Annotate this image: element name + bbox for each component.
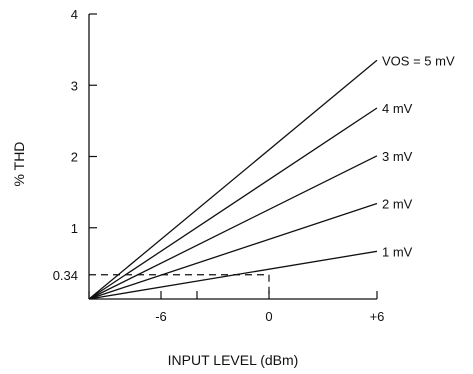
series-line bbox=[88, 155, 378, 300]
x-tick-label: -6 bbox=[155, 309, 167, 324]
series-lines bbox=[88, 59, 378, 300]
y-tick-label: 3 bbox=[71, 78, 78, 93]
x-tick-label: +6 bbox=[370, 309, 385, 324]
y-axis-label: % THD bbox=[11, 142, 27, 187]
series-line bbox=[88, 202, 378, 300]
x-tick-label: 0 bbox=[265, 309, 272, 324]
series-label: 1 mV bbox=[382, 244, 413, 259]
series-label: VOS = 5 mV bbox=[382, 53, 455, 68]
labels: 1 2 3 4 -6 0 +6 0.34 VOS = 5 mV 4 mV 3 mV 2 mV 1 mV bbox=[53, 7, 455, 324]
series-label: 2 mV bbox=[382, 197, 413, 212]
series-line bbox=[88, 59, 378, 300]
axes bbox=[88, 13, 378, 300]
x-axis-label: INPUT LEVEL (dBm) bbox=[168, 352, 299, 368]
y-tick-label: 4 bbox=[71, 7, 78, 22]
reference-lines bbox=[89, 274, 270, 299]
series-label: 4 mV bbox=[382, 101, 413, 116]
series-line bbox=[88, 107, 378, 300]
reference-y-label: 0.34 bbox=[53, 268, 78, 283]
y-tick-label: 1 bbox=[71, 221, 78, 236]
y-tick-label: 2 bbox=[71, 150, 78, 165]
series-label: 3 mV bbox=[382, 149, 413, 164]
series-line bbox=[88, 250, 378, 300]
